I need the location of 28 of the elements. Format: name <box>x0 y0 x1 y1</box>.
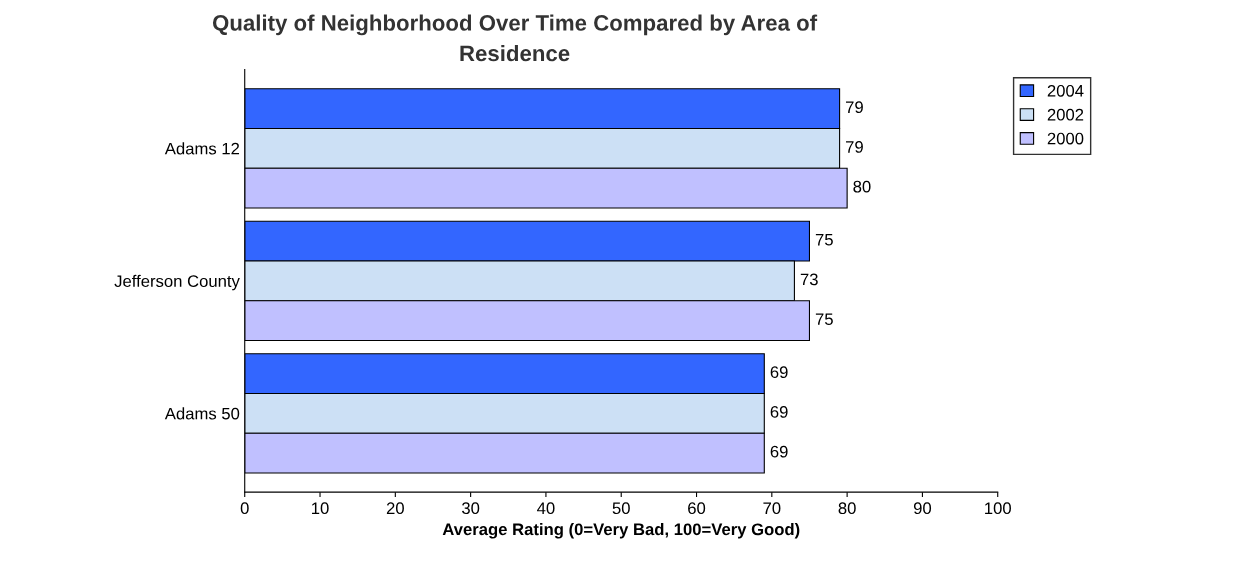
data-label: 69 <box>770 445 788 458</box>
x-axis-title: Average Rating (0=Very Bad, 100=Very Good) <box>442 522 800 539</box>
x-tick-label: 40 <box>537 502 555 515</box>
x-tick-label: 70 <box>763 502 781 515</box>
data-label: 75 <box>815 313 833 326</box>
x-tick-label: 80 <box>838 502 856 515</box>
data-label: 69 <box>770 405 788 418</box>
data-label: 79 <box>846 101 863 114</box>
data-label: 73 <box>800 273 818 286</box>
y-tick-label: Adams 50 <box>164 407 240 420</box>
chart-title: Quality of Neighborhood Over Time Compared by Area of Residence <box>212 14 818 62</box>
data-label: 69 <box>770 366 788 379</box>
legend-label: 2000 <box>1047 132 1084 145</box>
data-label: 80 <box>853 180 871 193</box>
x-tick-label: 60 <box>688 502 706 515</box>
x-tick-label: 90 <box>913 502 932 515</box>
y-tick-label: Adams 12 <box>164 142 240 155</box>
x-tick-label: 30 <box>461 502 480 515</box>
x-tick-label: 0 <box>240 502 249 515</box>
x-tick-label: 20 <box>386 502 404 515</box>
legend-label: 2002 <box>1047 108 1084 121</box>
data-label: 75 <box>815 233 833 246</box>
x-tick-label: 50 <box>612 502 630 515</box>
y-tick-label: Jefferson County <box>114 274 240 291</box>
legend-label: 2004 <box>1047 84 1084 97</box>
data-label: 79 <box>846 140 863 153</box>
x-tick-label: 100 <box>985 502 1011 515</box>
x-tick-label: 10 <box>312 502 329 515</box>
